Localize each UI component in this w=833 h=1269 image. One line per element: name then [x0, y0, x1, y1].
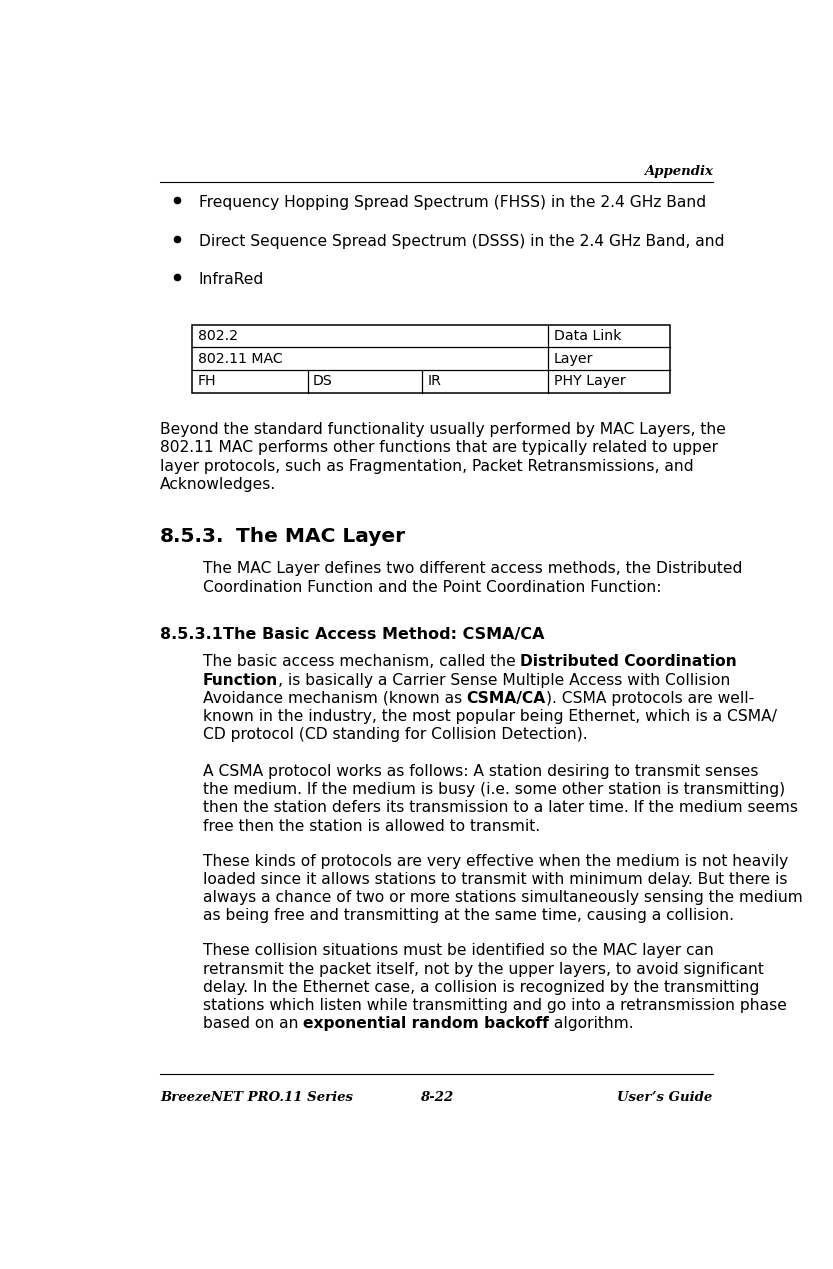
- Text: ). CSMA protocols are well-: ). CSMA protocols are well-: [546, 690, 754, 706]
- Text: Layer: Layer: [554, 352, 593, 365]
- Text: based on an: based on an: [202, 1016, 303, 1032]
- Text: as being free and transmitting at the same time, causing a collision.: as being free and transmitting at the sa…: [202, 909, 734, 924]
- Text: These collision situations must be identified so the MAC layer can: These collision situations must be ident…: [202, 943, 713, 958]
- Bar: [192, 325, 670, 393]
- Text: free then the station is allowed to transmit.: free then the station is allowed to tran…: [202, 819, 540, 834]
- Text: FH: FH: [198, 374, 217, 388]
- Text: stations which listen while transmitting and go into a retransmission phase: stations which listen while transmitting…: [202, 999, 786, 1013]
- Text: Beyond the standard functionality usually performed by MAC Layers, the: Beyond the standard functionality usuall…: [160, 423, 726, 437]
- Text: The basic access mechanism, called the: The basic access mechanism, called the: [202, 655, 520, 670]
- Text: layer protocols, such as Fragmentation, Packet Retransmissions, and: layer protocols, such as Fragmentation, …: [160, 458, 694, 473]
- Text: Frequency Hopping Spread Spectrum (FHSS) in the 2.4 GHz Band: Frequency Hopping Spread Spectrum (FHSS)…: [199, 195, 706, 211]
- Text: PHY Layer: PHY Layer: [554, 374, 626, 388]
- Text: IR: IR: [427, 374, 441, 388]
- Text: CSMA/CA: CSMA/CA: [466, 690, 546, 706]
- Text: InfraRed: InfraRed: [199, 273, 264, 287]
- Text: The Basic Access Method: CSMA/CA: The Basic Access Method: CSMA/CA: [223, 627, 545, 642]
- Text: DS: DS: [313, 374, 332, 388]
- Text: 8.5.3.: 8.5.3.: [160, 528, 224, 547]
- Text: Acknowledges.: Acknowledges.: [160, 477, 277, 492]
- Text: Function: Function: [202, 673, 277, 688]
- Text: exponential random backoff: exponential random backoff: [303, 1016, 549, 1032]
- Text: 8-22: 8-22: [420, 1091, 453, 1104]
- Text: retransmit the packet itself, not by the upper layers, to avoid significant: retransmit the packet itself, not by the…: [202, 962, 763, 977]
- Text: loaded since it allows stations to transmit with minimum delay. But there is: loaded since it allows stations to trans…: [202, 872, 787, 887]
- Text: 802.2: 802.2: [198, 329, 238, 343]
- Text: known in the industry, the most popular being Ethernet, which is a CSMA/: known in the industry, the most popular …: [202, 709, 776, 725]
- Text: BreezeNET PRO.11 Series: BreezeNET PRO.11 Series: [160, 1091, 353, 1104]
- Text: 8.5.3.1: 8.5.3.1: [160, 627, 222, 642]
- Text: CD protocol (CD standing for Collision Detection).: CD protocol (CD standing for Collision D…: [202, 727, 587, 742]
- Text: Direct Sequence Spread Spectrum (DSSS) in the 2.4 GHz Band, and: Direct Sequence Spread Spectrum (DSSS) i…: [199, 233, 724, 249]
- Text: delay. In the Ethernet case, a collision is recognized by the transmitting: delay. In the Ethernet case, a collision…: [202, 980, 759, 995]
- Text: Coordination Function and the Point Coordination Function:: Coordination Function and the Point Coor…: [202, 580, 661, 595]
- Text: then the station defers its transmission to a later time. If the medium seems: then the station defers its transmission…: [202, 801, 797, 816]
- Text: the medium. If the medium is busy (i.e. some other station is transmitting): the medium. If the medium is busy (i.e. …: [202, 782, 785, 797]
- Text: Avoidance mechanism (known as: Avoidance mechanism (known as: [202, 690, 466, 706]
- Text: 802.11 MAC performs other functions that are typically related to upper: 802.11 MAC performs other functions that…: [160, 440, 718, 456]
- Text: , is basically a Carrier Sense Multiple Access with Collision: , is basically a Carrier Sense Multiple …: [277, 673, 731, 688]
- Text: The MAC Layer defines two different access methods, the Distributed: The MAC Layer defines two different acce…: [202, 561, 742, 576]
- Text: 802.11 MAC: 802.11 MAC: [198, 352, 282, 365]
- Text: Distributed Coordination: Distributed Coordination: [520, 655, 737, 670]
- Text: Appendix: Appendix: [644, 165, 712, 179]
- Text: These kinds of protocols are very effective when the medium is not heavily: These kinds of protocols are very effect…: [202, 854, 788, 869]
- Text: The MAC Layer: The MAC Layer: [236, 528, 405, 547]
- Text: A CSMA protocol works as follows: A station desiring to transmit senses: A CSMA protocol works as follows: A stat…: [202, 764, 758, 779]
- Text: always a chance of two or more stations simultaneously sensing the medium: always a chance of two or more stations …: [202, 890, 802, 905]
- Text: algorithm.: algorithm.: [549, 1016, 633, 1032]
- Text: User’s Guide: User’s Guide: [617, 1091, 712, 1104]
- Text: Data Link: Data Link: [554, 329, 621, 343]
